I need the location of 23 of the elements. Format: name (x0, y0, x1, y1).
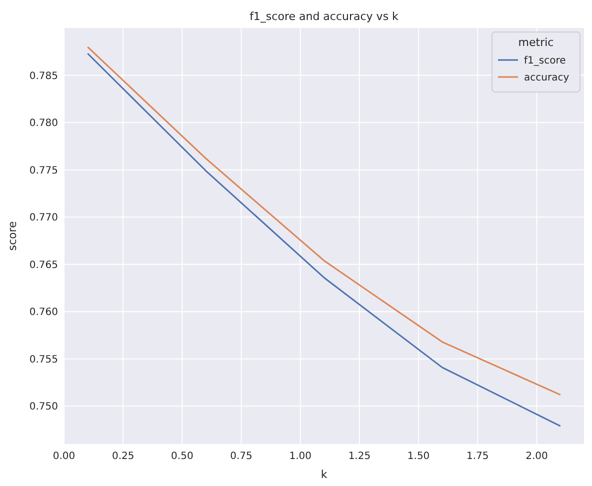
y-tick-label: 0.760 (29, 307, 58, 318)
x-tick-label: 1.50 (407, 451, 430, 462)
y-axis-title: score (6, 220, 19, 251)
x-tick-label: 0.25 (112, 451, 134, 462)
x-axis-title: k (320, 468, 328, 481)
y-tick-label: 0.750 (29, 402, 58, 413)
x-tick-label: 0.50 (171, 451, 194, 462)
x-tick-label: 1.25 (348, 451, 371, 462)
y-tick-label: 0.780 (29, 118, 58, 130)
y-tick-label: 0.765 (29, 260, 58, 271)
x-tick-label: 0.75 (230, 451, 252, 462)
x-tick-label: 1.00 (289, 451, 312, 462)
y-tick-label: 0.755 (29, 354, 58, 366)
y-tick-label: 0.770 (29, 212, 58, 224)
y-tick-label: 0.775 (29, 165, 58, 176)
legend-label: accuracy (524, 72, 570, 84)
x-tick-label: 0.00 (52, 451, 76, 462)
x-tick-label: 1.75 (466, 451, 489, 462)
y-tick-label: 0.785 (29, 70, 58, 82)
legend-title: metric (518, 36, 554, 49)
x-tick-label: 2.00 (526, 451, 548, 462)
legend-label: f1_score (524, 56, 566, 66)
chart-title: f1_score and accuracy vs k (250, 10, 400, 23)
